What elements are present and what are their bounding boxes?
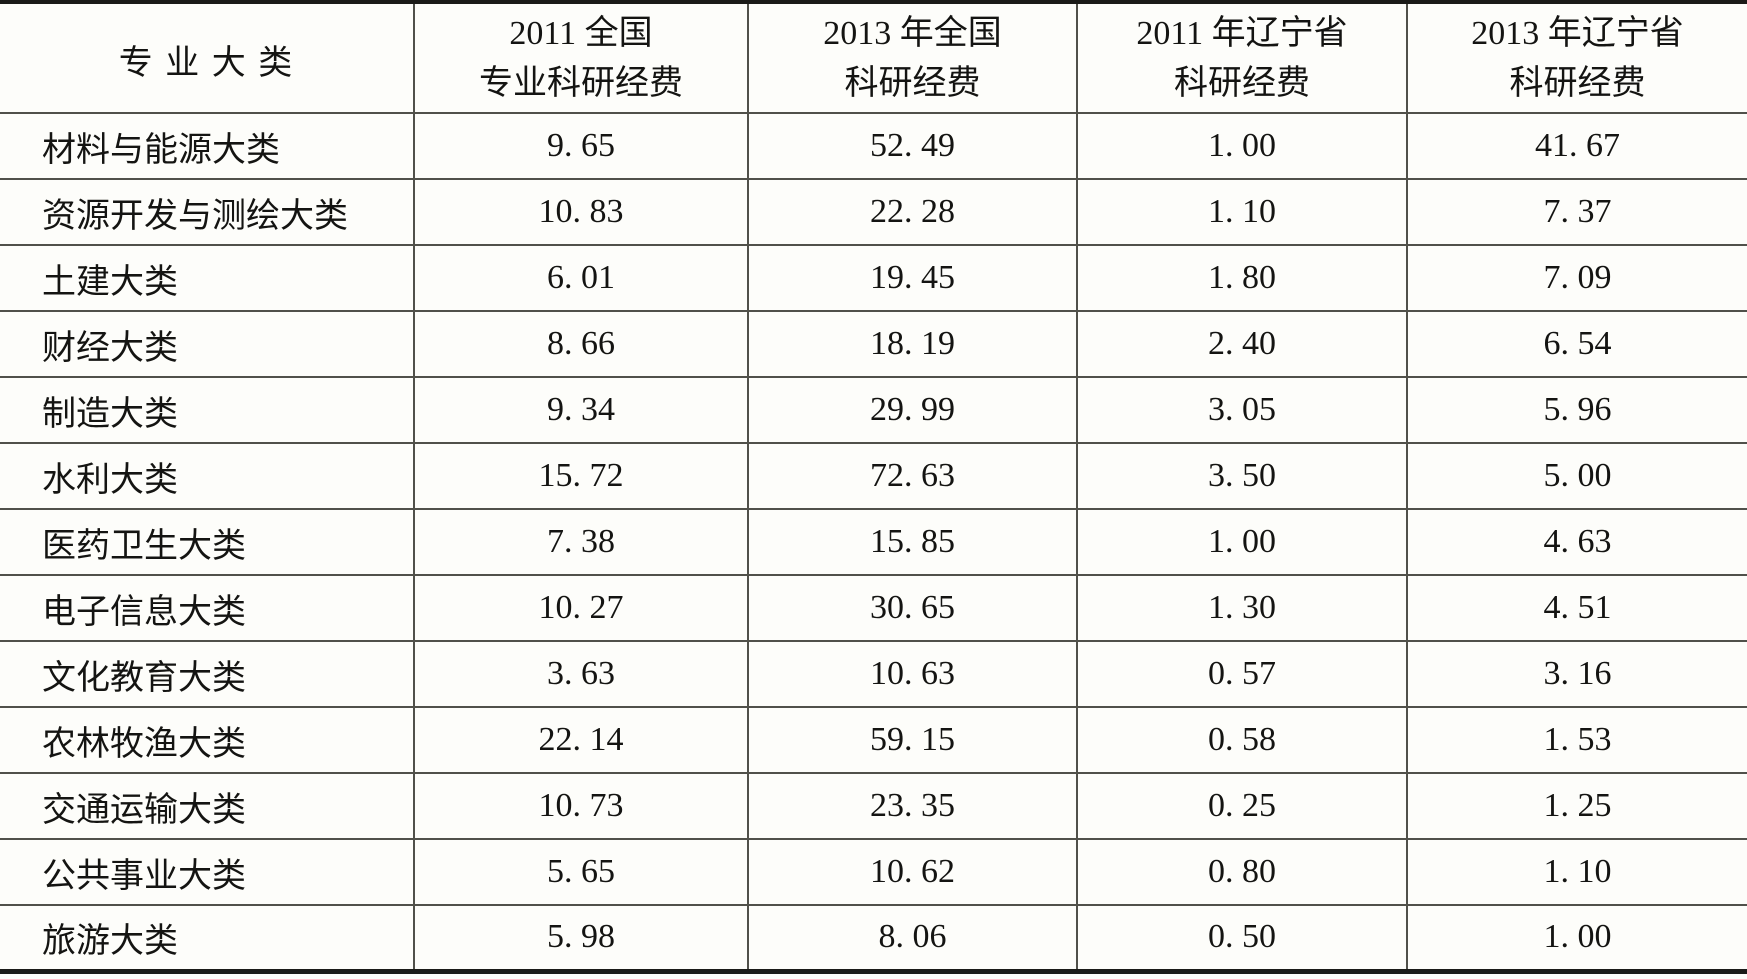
- value-cell: 1. 10: [1076, 178, 1408, 246]
- value-cell: 10. 73: [413, 772, 749, 840]
- value-cell: 1. 53: [1406, 706, 1747, 774]
- value-cell: 0. 50: [1076, 904, 1408, 971]
- column-header-2013-national: 2013 年全国 科研经费: [747, 2, 1078, 114]
- value-cell: 10. 27: [413, 574, 749, 642]
- value-cell: 1. 00: [1406, 904, 1747, 971]
- table-row: 旅游大类 5. 98 8. 06 0. 50 1. 00: [0, 904, 1747, 971]
- column-header-2011-liaoning: 2011 年辽宁省 科研经费: [1076, 2, 1408, 114]
- value-cell: 18. 19: [747, 310, 1078, 378]
- table-row: 交通运输大类 10. 73 23. 35 0. 25 1. 25: [0, 772, 1747, 840]
- category-cell: 公共事业大类: [0, 838, 415, 906]
- value-cell: 0. 57: [1076, 640, 1408, 708]
- value-cell: 8. 66: [413, 310, 749, 378]
- category-cell: 医药卫生大类: [0, 508, 415, 576]
- value-cell: 22. 14: [413, 706, 749, 774]
- value-cell: 7. 38: [413, 508, 749, 576]
- value-cell: 10. 63: [747, 640, 1078, 708]
- table-row: 制造大类 9. 34 29. 99 3. 05 5. 96: [0, 376, 1747, 444]
- value-cell: 15. 72: [413, 442, 749, 510]
- table-row: 公共事业大类 5. 65 10. 62 0. 80 1. 10: [0, 838, 1747, 906]
- category-cell: 制造大类: [0, 376, 415, 444]
- value-cell: 7. 37: [1406, 178, 1747, 246]
- value-cell: 52. 49: [747, 112, 1078, 180]
- column-header-line1: 2011 年辽宁省: [1136, 15, 1348, 52]
- value-cell: 10. 62: [747, 838, 1078, 906]
- value-cell: 1. 10: [1406, 838, 1747, 906]
- table-row: 农林牧渔大类 22. 14 59. 15 0. 58 1. 53: [0, 706, 1747, 774]
- value-cell: 30. 65: [747, 574, 1078, 642]
- value-cell: 4. 51: [1406, 574, 1747, 642]
- value-cell: 9. 65: [413, 112, 749, 180]
- category-cell: 旅游大类: [0, 904, 415, 971]
- value-cell: 5. 00: [1406, 442, 1747, 510]
- value-cell: 4. 63: [1406, 508, 1747, 576]
- table-row: 资源开发与测绘大类 10. 83 22. 28 1. 10 7. 37: [0, 178, 1747, 246]
- column-header-2013-liaoning: 2013 年辽宁省 科研经费: [1406, 2, 1747, 114]
- table-row: 财经大类 8. 66 18. 19 2. 40 6. 54: [0, 310, 1747, 378]
- value-cell: 6. 54: [1406, 310, 1747, 378]
- value-cell: 41. 67: [1406, 112, 1747, 180]
- column-header-line2: 科研经费: [1174, 65, 1310, 102]
- category-cell: 电子信息大类: [0, 574, 415, 642]
- column-header-category: 专 业 大 类: [0, 2, 415, 114]
- value-cell: 6. 01: [413, 244, 749, 312]
- category-cell: 交通运输大类: [0, 772, 415, 840]
- value-cell: 3. 50: [1076, 442, 1408, 510]
- column-header-line1: 2013 年全国: [823, 15, 1002, 52]
- value-cell: 1. 00: [1076, 112, 1408, 180]
- table-row: 土建大类 6. 01 19. 45 1. 80 7. 09: [0, 244, 1747, 312]
- category-cell: 财经大类: [0, 310, 415, 378]
- column-header-2011-national: 2011 全国 专业科研经费: [413, 2, 749, 114]
- table-body: 材料与能源大类 9. 65 52. 49 1. 00 41. 67 资源开发与测…: [0, 112, 1747, 971]
- value-cell: 0. 80: [1076, 838, 1408, 906]
- value-cell: 1. 30: [1076, 574, 1408, 642]
- value-cell: 1. 80: [1076, 244, 1408, 312]
- value-cell: 1. 00: [1076, 508, 1408, 576]
- value-cell: 22. 28: [747, 178, 1078, 246]
- column-header-line1: 2013 年辽宁省: [1471, 15, 1684, 52]
- category-cell: 材料与能源大类: [0, 112, 415, 180]
- value-cell: 3. 63: [413, 640, 749, 708]
- value-cell: 72. 63: [747, 442, 1078, 510]
- category-cell: 土建大类: [0, 244, 415, 312]
- value-cell: 0. 25: [1076, 772, 1408, 840]
- category-cell: 文化教育大类: [0, 640, 415, 708]
- value-cell: 10. 83: [413, 178, 749, 246]
- value-cell: 8. 06: [747, 904, 1078, 971]
- table-row: 材料与能源大类 9. 65 52. 49 1. 00 41. 67: [0, 112, 1747, 180]
- value-cell: 7. 09: [1406, 244, 1747, 312]
- value-cell: 19. 45: [747, 244, 1078, 312]
- value-cell: 5. 96: [1406, 376, 1747, 444]
- table-row: 电子信息大类 10. 27 30. 65 1. 30 4. 51: [0, 574, 1747, 642]
- category-cell: 水利大类: [0, 442, 415, 510]
- table-row: 医药卫生大类 7. 38 15. 85 1. 00 4. 63: [0, 508, 1747, 576]
- table-row: 水利大类 15. 72 72. 63 3. 50 5. 00: [0, 442, 1747, 510]
- value-cell: 3. 05: [1076, 376, 1408, 444]
- column-header-line1: 2011 全国: [509, 15, 653, 52]
- table-row: 文化教育大类 3. 63 10. 63 0. 57 3. 16: [0, 640, 1747, 708]
- value-cell: 5. 98: [413, 904, 749, 971]
- column-header-line2: 科研经费: [844, 65, 981, 102]
- value-cell: 23. 35: [747, 772, 1078, 840]
- category-cell: 农林牧渔大类: [0, 706, 415, 774]
- value-cell: 9. 34: [413, 376, 749, 444]
- value-cell: 5. 65: [413, 838, 749, 906]
- value-cell: 15. 85: [747, 508, 1078, 576]
- category-cell: 资源开发与测绘大类: [0, 178, 415, 246]
- value-cell: 59. 15: [747, 706, 1078, 774]
- value-cell: 3. 16: [1406, 640, 1747, 708]
- value-cell: 2. 40: [1076, 310, 1408, 378]
- value-cell: 0. 58: [1076, 706, 1408, 774]
- table-header-row: 专 业 大 类 2011 全国 专业科研经费 2013 年全国 科研经费 201…: [0, 2, 1747, 114]
- value-cell: 1. 25: [1406, 772, 1747, 840]
- column-header-line2: 专业科研经费: [479, 65, 683, 102]
- value-cell: 29. 99: [747, 376, 1078, 444]
- column-header-line2: 科研经费: [1509, 65, 1646, 102]
